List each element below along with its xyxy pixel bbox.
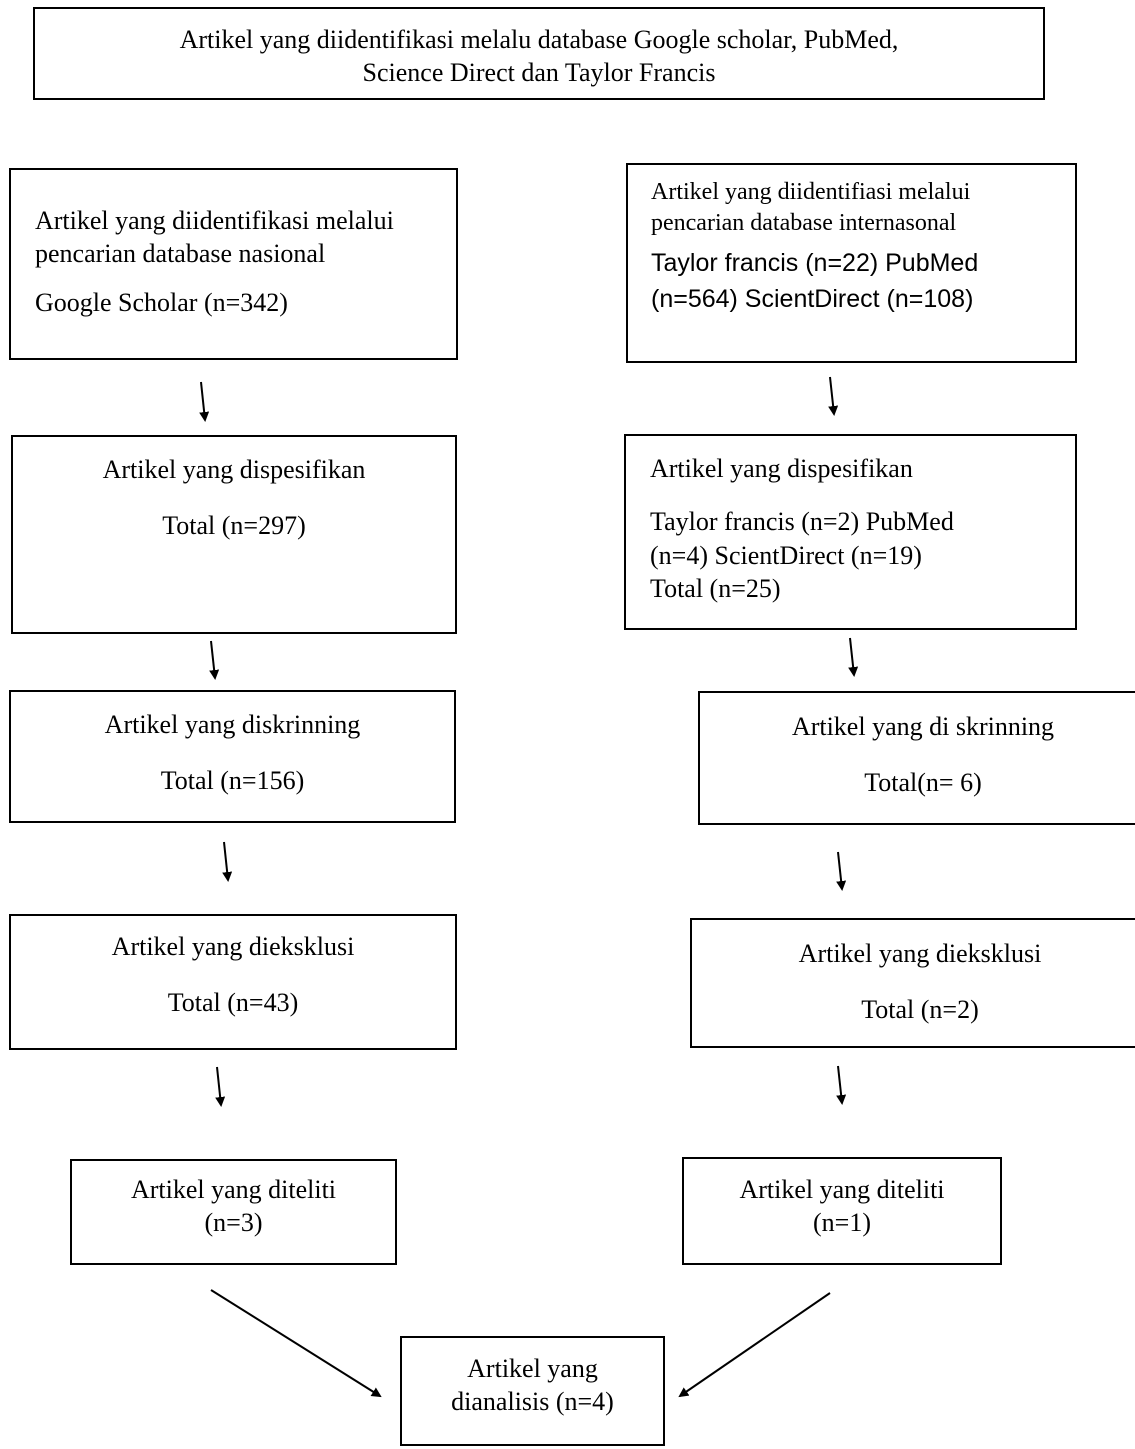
left-studied-count: (n=3) (204, 1208, 263, 1238)
arrow-left-to-final (210, 1289, 382, 1398)
left-identified-count: Google Scholar (n=342) (35, 287, 288, 317)
box-left-excluded: Artikel yang dieksklusi Total (n=43) (9, 914, 457, 1050)
analyzed-line-2: dianalisis (n=4) (451, 1387, 614, 1417)
right-excluded-title: Artikel yang dieksklusi (798, 939, 1042, 968)
sources-line-2: Science Direct dan Taylor Francis (362, 58, 716, 88)
arrow-left-2 (209, 640, 220, 680)
right-screened-total: Total(n= 6) (864, 768, 982, 798)
box-left-studied: Artikel yang diteliti (n=3) (70, 1159, 397, 1265)
left-screened-title: Artikel yang diskrinning (104, 710, 361, 739)
arrow-right-1 (828, 376, 839, 416)
arrow-left-4 (215, 1066, 226, 1107)
right-identified-line-3: Taylor francis (n=22) PubMed (651, 249, 979, 278)
left-specified-title: Artikel yang dispesifikan (102, 455, 366, 484)
box-right-specified: Artikel yang dispesifikan Taylor francis… (624, 434, 1077, 630)
left-excluded-title: Artikel yang dieksklusi (111, 932, 355, 961)
box-right-studied: Artikel yang diteliti (n=1) (682, 1157, 1002, 1265)
box-sources: Artikel yang diidentifikasi melalu datab… (33, 7, 1045, 100)
box-right-screened: Artikel yang di skrinning Total(n= 6) (698, 691, 1135, 825)
left-screened-total: Total (n=156) (160, 766, 305, 796)
box-right-excluded: Artikel yang dieksklusi Total (n=2) (690, 918, 1135, 1048)
left-identified-line-1: Artikel yang diidentifikasi melalui (35, 206, 394, 235)
arrow-right-4 (836, 1065, 847, 1105)
arrow-left-3 (222, 841, 233, 882)
left-studied-title: Artikel yang diteliti (130, 1175, 337, 1204)
arrow-right-to-final (678, 1292, 831, 1398)
right-screened-title: Artikel yang di skrinning (791, 712, 1055, 741)
left-excluded-total: Total (n=43) (167, 988, 299, 1018)
right-specified-line-1: Taylor francis (n=2) PubMed (650, 507, 954, 537)
right-studied-title: Artikel yang diteliti (739, 1175, 945, 1204)
box-left-screened: Artikel yang diskrinning Total (n=156) (9, 690, 456, 823)
analyzed-line-1: Artikel yang (467, 1354, 598, 1383)
box-analyzed: Artikel yang dianalisis (n=4) (400, 1336, 665, 1446)
right-specified-title: Artikel yang dispesifikan (650, 454, 913, 483)
right-identified-line-1: Artikel yang diidentifiasi melalui (651, 179, 971, 205)
box-left-identified: Artikel yang diidentifikasi melalui penc… (9, 168, 458, 360)
right-identified-line-2: pencarian database internasonal (651, 209, 957, 236)
box-right-identified: Artikel yang diidentifiasi melalui penca… (626, 163, 1077, 363)
right-specified-total: Total (n=25) (650, 573, 781, 603)
sources-line-1: Artikel yang diidentifikasi melalu datab… (179, 25, 899, 54)
arrow-right-2 (848, 637, 859, 677)
left-specified-total: Total (n=297) (162, 511, 306, 541)
arrow-left-1 (199, 381, 210, 422)
right-specified-line-2: (n=4) ScientDirect (n=19) (650, 540, 922, 570)
right-identified-line-4: (n=564) ScientDirect (n=108) (651, 284, 974, 313)
right-excluded-total: Total (n=2) (861, 995, 979, 1025)
right-studied-count: (n=1) (813, 1208, 871, 1238)
left-identified-line-2: pencarian database nasional (35, 239, 326, 269)
box-left-specified: Artikel yang dispesifikan Total (n=297) (11, 435, 457, 634)
arrow-right-3 (836, 851, 847, 891)
